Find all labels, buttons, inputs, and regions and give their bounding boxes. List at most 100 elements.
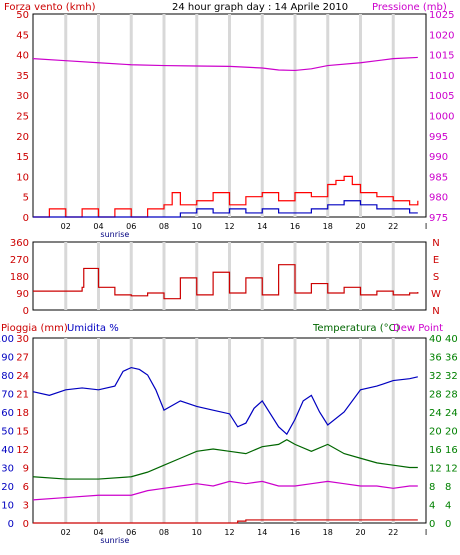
x-tick-label: 06 [126, 528, 136, 537]
sunrise-label: sunrise [100, 230, 129, 239]
temperature-tick-label: 40 [429, 334, 442, 345]
x-tick-label: 20 [355, 528, 365, 537]
temperature-tick-label: 8 [429, 482, 435, 493]
humidity-tick-label: 30 [1, 464, 14, 475]
dewpoint-axis-label: Dew Point [393, 323, 443, 334]
x-tick-label: 12 [224, 528, 234, 537]
compass-tick-label: N [432, 238, 439, 249]
temperature-tick-label: 0 [429, 519, 435, 530]
pressure-tick-label: 1010 [429, 71, 454, 82]
dewpoint-tick-label: 28 [445, 390, 458, 401]
x-tick-label: I [425, 222, 427, 231]
pressure-tick-label: 1005 [429, 91, 454, 102]
wind-tick-label: 20 [16, 132, 29, 143]
temperature-tick-label: 12 [429, 464, 442, 475]
humidity-tick-label: 20 [1, 482, 14, 493]
sunrise-label: sunrise [100, 536, 129, 545]
pressure-line [32, 56, 418, 72]
pressure-axis-label: Pressione (mb) [372, 2, 447, 13]
dewpoint-tick-label: 40 [445, 334, 458, 345]
wind-tick-label: 30 [16, 91, 29, 102]
humidity-tick-label: 50 [1, 427, 14, 438]
dewpoint-tick-label: 12 [445, 464, 458, 475]
x-tick-label: 18 [323, 528, 333, 537]
direction-tick-label: 360 [10, 238, 29, 249]
temperature-tick-label: 28 [429, 390, 442, 401]
x-tick-label: 16 [290, 528, 300, 537]
temperature-line [32, 439, 418, 480]
pressure-tick-label: 1025 [429, 10, 454, 21]
humidity-tick-label: 40 [1, 445, 14, 456]
wind-tick-label: 5 [23, 193, 29, 204]
wind-axis-label: Forza vento (kmh) [4, 2, 96, 13]
wind-tick-label: 0 [23, 213, 29, 224]
pressure-tick-label: 975 [429, 213, 448, 224]
direction-tick-label: 180 [10, 272, 29, 283]
pressure-tick-label: 1020 [429, 30, 454, 41]
rain-tick-label: 3 [23, 501, 29, 512]
pressure-tick-label: 980 [429, 193, 448, 204]
x-tick-label: 22 [388, 528, 398, 537]
pressure-tick-label: 990 [429, 152, 448, 163]
rain-tick-label: 24 [16, 371, 29, 382]
dewpoint-tick-label: 0 [445, 519, 451, 530]
x-tick-label: 04 [93, 528, 103, 537]
x-tick-label: 14 [257, 528, 267, 537]
humidity-axis-label: Umidita % [67, 323, 119, 334]
dewpoint-tick-label: 36 [445, 353, 458, 364]
x-tick-label: 12 [224, 222, 234, 231]
humidity-tick-label: 70 [1, 390, 14, 401]
direction-tick-label: 90 [16, 289, 29, 300]
x-tick-label: 08 [159, 222, 169, 231]
dewpoint-tick-label: 16 [445, 445, 458, 456]
dewpoint-line [32, 480, 418, 501]
pressure-tick-label: 985 [429, 172, 448, 183]
temperature-tick-label: 36 [429, 353, 442, 364]
compass-tick-label: N [432, 306, 439, 317]
humidity-tick-label: 90 [1, 353, 14, 364]
rain-tick-label: 0 [23, 519, 29, 530]
compass-tick-label: S [433, 272, 439, 283]
x-tick-label: 14 [257, 222, 267, 231]
dewpoint-tick-label: 32 [445, 371, 458, 382]
rain-tick-label: 6 [23, 482, 29, 493]
temperature-tick-label: 32 [429, 371, 442, 382]
pressure-tick-label: 1015 [429, 51, 454, 62]
wind-tick-label: 50 [16, 10, 29, 21]
dewpoint-tick-label: 4 [445, 501, 451, 512]
humidity-tick-label: 100 [0, 334, 14, 345]
x-tick-label: 04 [93, 222, 103, 231]
rain-tick-label: 12 [16, 445, 29, 456]
wind-tick-label: 10 [16, 172, 29, 183]
x-tick-label: 10 [192, 222, 202, 231]
wind-tick-label: 15 [16, 152, 29, 163]
wind-direction-line [33, 264, 419, 300]
compass-tick-label: E [433, 255, 439, 266]
rain-tick-label: 21 [16, 390, 29, 401]
humidity-line [32, 366, 418, 436]
x-tick-label: 16 [290, 222, 300, 231]
rain-tick-label: 30 [16, 334, 29, 345]
rain-tick-label: 27 [16, 353, 29, 364]
x-tick-label: 06 [126, 222, 136, 231]
rain-tick-label: 9 [23, 464, 29, 475]
wind-tick-label: 35 [16, 71, 29, 82]
pressure-tick-label: 995 [429, 132, 448, 143]
x-tick-label: 22 [388, 222, 398, 231]
x-tick-label: 02 [61, 222, 71, 231]
wind-average-line [33, 200, 418, 218]
wind-tick-label: 45 [16, 30, 29, 41]
humidity-tick-label: 80 [1, 371, 14, 382]
temperature-axis-label: Temperatura (°C) [312, 323, 400, 334]
temperature-tick-label: 20 [429, 427, 442, 438]
rain-axis-label: Pioggia (mm) [1, 323, 68, 334]
compass-tick-label: W [431, 289, 441, 300]
x-tick-label: 08 [159, 528, 169, 537]
x-tick-label: I [425, 528, 427, 537]
x-tick-label: 18 [323, 222, 333, 231]
humidity-tick-label: 10 [1, 501, 14, 512]
pressure-tick-label: 1000 [429, 112, 454, 123]
rain-tick-label: 15 [16, 427, 29, 438]
humidity-tick-label: 0 [8, 519, 14, 530]
